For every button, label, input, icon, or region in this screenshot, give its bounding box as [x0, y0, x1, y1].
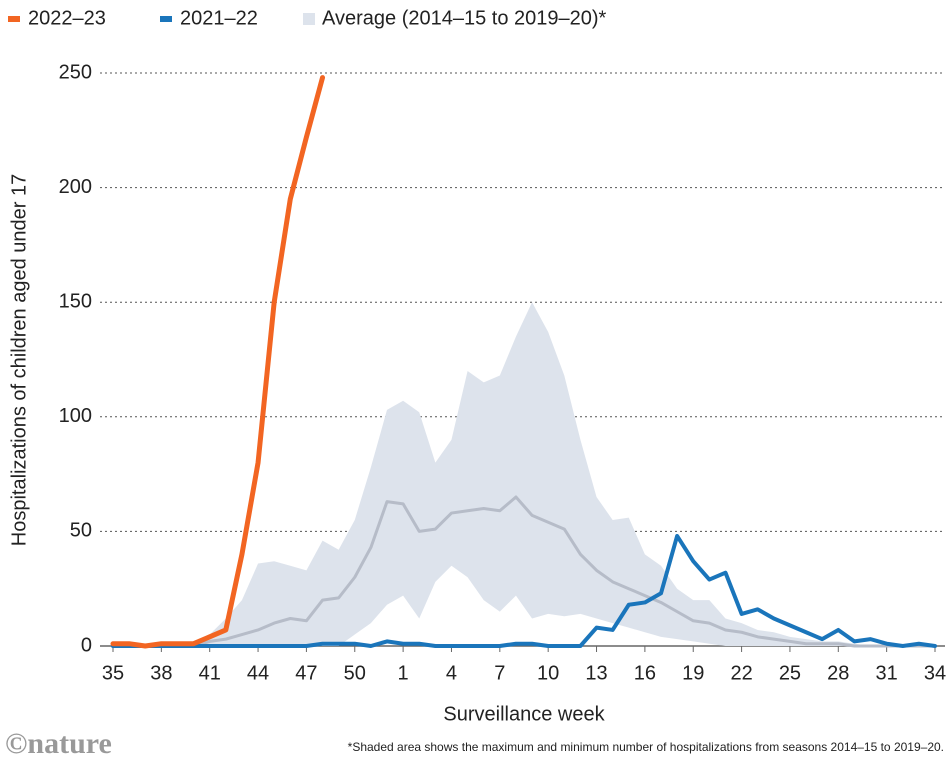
range-area: [113, 302, 935, 646]
legend-swatch: [160, 16, 172, 22]
x-tick-label: 31: [876, 662, 898, 684]
footnote: *Shaded area shows the maximum and minim…: [348, 740, 944, 754]
x-tick-label: 10: [537, 662, 559, 684]
x-tick-label: 22: [730, 662, 752, 684]
x-tick-label: 4: [446, 662, 457, 684]
series-line: [111, 533, 937, 648]
series-line: [110, 75, 326, 649]
legend-swatch: [303, 13, 315, 25]
x-tick-label: 50: [344, 662, 366, 684]
y-tick-label: 0: [81, 634, 92, 656]
legend-label: Average (2014–15 to 2019–20)*: [322, 7, 607, 29]
x-axis-label: Surveillance week: [443, 703, 605, 725]
x-tick-label: 1: [398, 662, 409, 684]
y-tick-label: 100: [59, 405, 92, 427]
x-tick-label: 28: [827, 662, 849, 684]
y-axis-label: Hospitalizations of children aged under …: [8, 174, 30, 546]
source-logo: ©nature: [5, 727, 112, 760]
x-tick-label: 41: [199, 662, 221, 684]
legend-label: 2022–23: [28, 7, 106, 29]
legend-swatch: [8, 16, 20, 22]
x-tick-label: 47: [295, 662, 317, 684]
x-tick-label: 34: [924, 662, 946, 684]
x-tick-label: 35: [102, 662, 124, 684]
x-tick-label: 25: [779, 662, 801, 684]
average-line: [111, 495, 937, 648]
x-tick-label: 16: [634, 662, 656, 684]
legend-label: 2021–22: [180, 7, 258, 29]
x-tick-label: 13: [585, 662, 607, 684]
x-tick-label: 38: [150, 662, 172, 684]
y-tick-label: 250: [59, 61, 92, 83]
x-tick-label: 19: [682, 662, 704, 684]
y-tick-label: 150: [59, 290, 92, 312]
y-tick-label: 200: [59, 176, 92, 198]
y-tick-label: 50: [70, 520, 92, 542]
x-tick-label: 7: [494, 662, 505, 684]
x-tick-label: 44: [247, 662, 269, 684]
